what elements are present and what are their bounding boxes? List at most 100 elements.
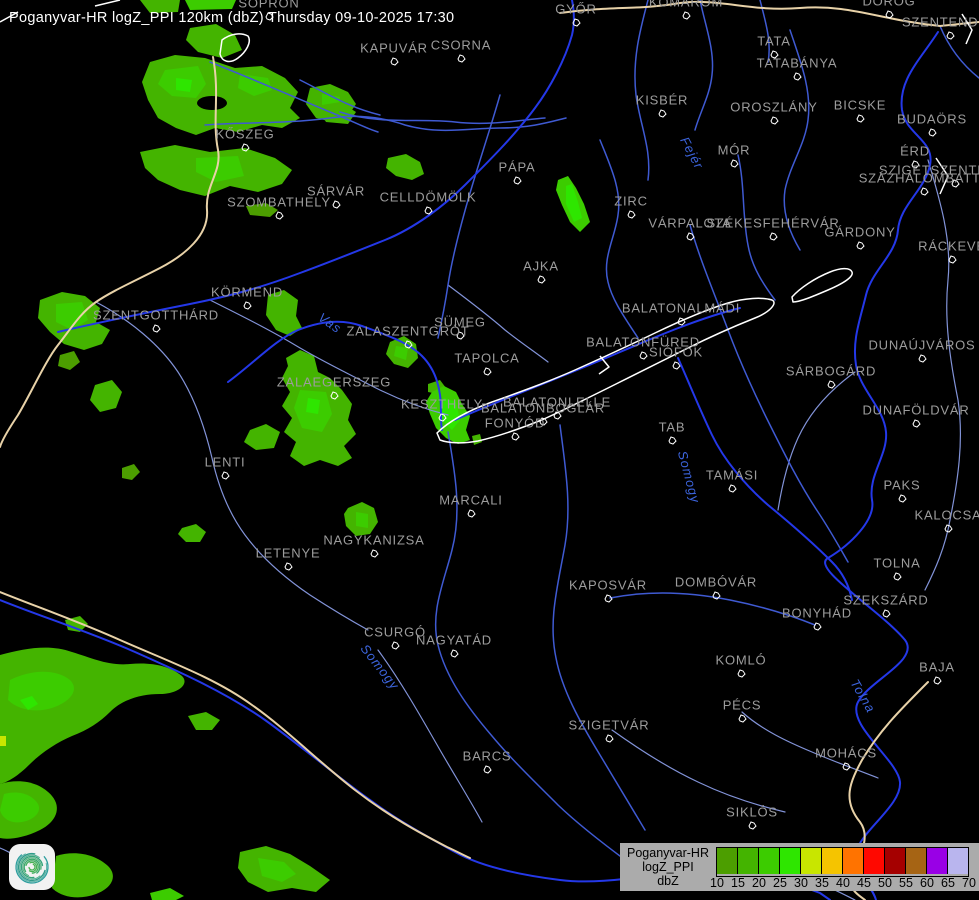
dbz-swatch-65 [948,848,968,874]
city-outline-paks [898,494,907,503]
city-outline-szombathely [275,211,284,220]
city-outline-szentendre [946,31,955,40]
city-outline-szekszárd [882,609,891,618]
city-outline-kalocsa [944,524,953,533]
city-outline-gárdony [856,241,865,250]
city-outline-mór [730,159,739,168]
dbz-swatch-45 [864,848,885,874]
city-outline-zirc [627,210,636,219]
city-outline-sárbogárd [827,380,836,389]
city-outline-érd [911,160,920,169]
dbz-tick-50: 50 [878,876,892,890]
dbz-tick-40: 40 [836,876,850,890]
radar-product-title: Poganyvar-HR logZ_PPI 120km (dbZ) Thursd… [9,10,455,26]
city-outline-tamási [728,484,737,493]
dbz-swatch-60 [927,848,948,874]
city-outline-sopron [265,12,274,21]
dbz-tick-70: 70 [962,876,976,890]
lake-velence-outline [791,267,853,303]
city-outline-körmend [243,301,252,310]
city-outline-dunaföldvár [912,419,921,428]
city-outline-dombóvár [712,591,721,600]
lake-balaton-outline [436,297,775,444]
dbz-swatch-30 [801,848,822,874]
dbz-swatch-25 [780,848,801,874]
dbz-swatch-40 [843,848,864,874]
city-outline-dunaújváros [918,354,927,363]
dbz-swatch-35 [822,848,843,874]
city-outline-pécs [738,714,747,723]
legend-radar-name: Poganyvar-HR [627,846,709,860]
lake-ferto-fragment [219,33,250,63]
city-outline-fonyód [511,432,520,441]
city-outline-komárom [682,11,691,20]
city-outline-balatonalmádi [677,317,686,326]
city-outline-celldömölk [424,206,433,215]
lake-shoreline-layer [0,0,973,444]
dbz-tick-65: 65 [941,876,955,890]
dbz-swatch-55 [906,848,927,874]
city-outline-siófok [672,361,681,370]
city-outline-győr [572,18,581,27]
city-outline-szigetszentmiklós [951,179,960,188]
city-outline-nagyatád [450,649,459,658]
dbz-tick-55: 55 [899,876,913,890]
dbz-swatch-15 [738,848,759,874]
city-outline-kőszeg [241,143,250,152]
city-outline-markers [152,10,960,830]
dbz-tick-30: 30 [794,876,808,890]
city-outline-siklós [748,821,757,830]
dbz-scale-ticks: 10 15 20 25 30 35 40 45 50 55 60 65 70 [710,876,979,890]
dbz-swatch-10 [717,848,738,874]
city-outline-balatonfüred [639,351,648,360]
city-outline-balatonboglár [539,417,548,426]
dbz-legend-panel: Poganyvar-HR logZ_PPI dbZ 10 15 20 25 30 35 40… [620,843,979,891]
city-outline-dorog [885,10,894,19]
dbz-color-scale: 10 15 20 25 30 35 40 45 50 55 60 65 70 [710,843,979,891]
city-outline-ráckeve [948,255,957,264]
city-outline-keszthely [438,413,447,422]
city-outline-barcs [483,765,492,774]
city-outline-ajka [537,275,546,284]
city-outline-oroszlány [770,116,779,125]
city-outline-csorna [457,54,466,63]
radar-echo-layer [0,0,590,900]
city-outline-sárvár [332,200,341,209]
city-outline-tata [770,50,779,59]
legend-unit-label: dbZ [657,874,679,888]
city-outline-komló [737,669,746,678]
city-outline-marcali [467,509,476,518]
city-outline-tatabánya [793,72,802,81]
dbz-tick-25: 25 [773,876,787,890]
hungaromet-spiral-logo [9,844,55,890]
city-outline-zalaegerszeg [330,391,339,400]
dbz-tick-15: 15 [731,876,745,890]
dbz-swatch-50 [885,848,906,874]
city-outline-kisbér [658,109,667,118]
dbz-tick-35: 35 [815,876,829,890]
city-outline-székesfehérvár [769,232,778,241]
city-outline-tapolca [483,367,492,376]
dbz-tick-45: 45 [857,876,871,890]
city-outline-letenye [284,562,293,571]
city-outline-pápa [513,176,522,185]
city-outline-tolna [893,572,902,581]
dbz-tick-60: 60 [920,876,934,890]
city-outline-budaörs [928,128,937,137]
city-outline-szigetvár [605,734,614,743]
city-outline-szentgotthárd [152,324,161,333]
legend-product-name: logZ_PPI [642,860,694,874]
legend-text: Poganyvar-HR logZ_PPI dbZ [620,843,716,891]
city-outline-balatonlelle [553,411,562,420]
city-outline-zalaszentgrót [404,340,413,349]
city-outline-nagykanizsa [370,549,379,558]
city-outline-bicske [856,114,865,123]
dbz-tick-10: 10 [710,876,724,890]
city-outline-bonyhád [813,622,822,631]
city-outline-százhalombatta [920,187,929,196]
dbz-color-swatches [716,847,969,877]
